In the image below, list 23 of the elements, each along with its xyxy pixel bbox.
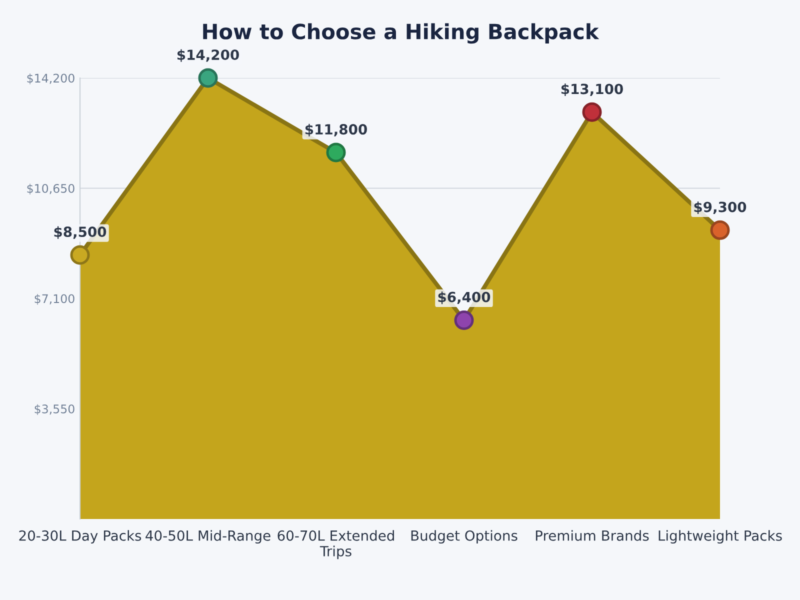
y-tick-label: $7,100	[34, 294, 74, 305]
data-label: $14,200	[177, 49, 239, 62]
data-label: $11,800	[305, 124, 367, 136]
data-label: $8,500	[54, 226, 106, 239]
x-tick-label: 40-50L Mid-Range	[146, 530, 270, 544]
y-tick-label: $3,550	[34, 404, 74, 415]
data-label: $9,300	[694, 201, 746, 214]
point	[70, 245, 90, 265]
x-tick-label: Lightweight Packs	[658, 530, 782, 544]
y-tick-label: $14,200	[27, 74, 74, 84]
x-tick-label: 60-70L Extended Trips	[278, 530, 394, 560]
data-label: $6,400	[438, 292, 490, 304]
point	[198, 68, 218, 88]
x-tick-label: Budget Options	[411, 530, 518, 544]
point	[710, 220, 730, 240]
y-tick-label: $10,650	[27, 184, 74, 194]
point	[454, 310, 474, 330]
x-tick-label: 20-30L Day Packs	[19, 530, 142, 544]
point	[326, 142, 346, 162]
x-tick-label: Premium Brands	[536, 530, 649, 541]
point	[582, 102, 602, 122]
chart-title: How to Choose a Hiking Backpack	[203, 23, 600, 44]
data-label: $13,100	[561, 83, 623, 96]
